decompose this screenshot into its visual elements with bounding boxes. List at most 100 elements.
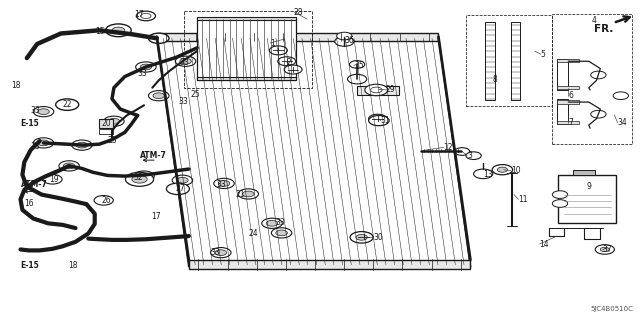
Text: 3: 3 xyxy=(467,151,472,160)
Text: 11: 11 xyxy=(518,195,528,204)
Bar xyxy=(573,170,595,175)
Circle shape xyxy=(33,138,54,148)
Circle shape xyxy=(348,74,367,84)
Text: 5JC4B0510C: 5JC4B0510C xyxy=(591,306,634,312)
Text: 16: 16 xyxy=(24,199,34,208)
Circle shape xyxy=(138,173,150,179)
Circle shape xyxy=(214,178,234,189)
Circle shape xyxy=(175,56,196,66)
Bar xyxy=(99,119,113,128)
Text: 30: 30 xyxy=(373,233,383,242)
Text: 34: 34 xyxy=(618,118,627,127)
Circle shape xyxy=(238,189,259,199)
Text: 19: 19 xyxy=(49,175,59,184)
Text: 33: 33 xyxy=(216,180,226,189)
Polygon shape xyxy=(558,175,616,223)
Text: 5: 5 xyxy=(541,50,546,59)
Text: ATM-7: ATM-7 xyxy=(140,151,166,160)
Text: 33: 33 xyxy=(138,69,147,78)
Text: 20: 20 xyxy=(101,119,111,128)
Circle shape xyxy=(595,245,614,254)
Circle shape xyxy=(552,191,568,198)
Bar xyxy=(197,77,296,80)
Circle shape xyxy=(552,200,568,207)
Polygon shape xyxy=(189,260,470,269)
Text: 7: 7 xyxy=(568,118,573,127)
Circle shape xyxy=(153,93,164,99)
Circle shape xyxy=(215,250,227,256)
Text: E-15: E-15 xyxy=(20,119,39,128)
Circle shape xyxy=(600,247,609,252)
Circle shape xyxy=(136,62,156,72)
Circle shape xyxy=(269,46,287,55)
Text: 37: 37 xyxy=(603,245,612,254)
Polygon shape xyxy=(197,18,296,80)
Bar xyxy=(557,86,579,89)
Circle shape xyxy=(613,92,628,100)
Circle shape xyxy=(108,118,120,124)
Text: 14: 14 xyxy=(540,240,549,249)
Text: ATM-7: ATM-7 xyxy=(20,180,47,189)
Circle shape xyxy=(38,109,49,115)
Bar xyxy=(511,22,520,100)
Circle shape xyxy=(454,148,470,155)
Text: 23: 23 xyxy=(108,137,117,145)
Text: 24: 24 xyxy=(248,229,258,238)
Polygon shape xyxy=(157,37,470,266)
Circle shape xyxy=(38,140,49,146)
Text: 18: 18 xyxy=(68,261,78,270)
Bar xyxy=(557,100,579,104)
Circle shape xyxy=(63,163,75,169)
Text: 33: 33 xyxy=(31,106,40,115)
Circle shape xyxy=(591,71,606,79)
Text: 8: 8 xyxy=(493,75,497,84)
Circle shape xyxy=(148,91,169,101)
Circle shape xyxy=(134,171,154,181)
Circle shape xyxy=(104,116,124,126)
Bar xyxy=(197,17,296,20)
Text: 18: 18 xyxy=(12,81,21,90)
Bar xyxy=(99,129,113,134)
Circle shape xyxy=(466,152,481,160)
Text: 2: 2 xyxy=(287,58,291,67)
Text: 6: 6 xyxy=(568,91,573,100)
Bar xyxy=(557,121,579,124)
Text: 33: 33 xyxy=(179,58,189,67)
Text: 32: 32 xyxy=(134,173,143,182)
Circle shape xyxy=(266,220,278,226)
Text: 25: 25 xyxy=(191,90,200,99)
Polygon shape xyxy=(157,33,438,41)
Text: 29: 29 xyxy=(386,85,396,94)
Text: 36: 36 xyxy=(344,36,354,45)
Circle shape xyxy=(166,183,189,195)
Circle shape xyxy=(492,165,513,175)
Text: 28: 28 xyxy=(293,8,303,17)
Circle shape xyxy=(136,11,156,21)
Text: 13: 13 xyxy=(483,170,493,179)
Bar xyxy=(557,59,579,62)
Text: 17: 17 xyxy=(152,212,161,221)
Circle shape xyxy=(497,167,508,172)
Text: 12: 12 xyxy=(444,143,453,152)
Circle shape xyxy=(243,191,254,197)
Circle shape xyxy=(132,175,147,183)
Circle shape xyxy=(356,234,367,240)
Bar xyxy=(552,14,632,144)
Text: E-15: E-15 xyxy=(20,261,39,270)
Bar xyxy=(466,15,552,106)
Circle shape xyxy=(365,84,388,96)
Text: 33: 33 xyxy=(31,142,40,151)
Circle shape xyxy=(59,161,79,171)
Text: 33: 33 xyxy=(210,248,220,257)
Circle shape xyxy=(76,142,88,148)
Text: 9: 9 xyxy=(586,182,591,191)
Circle shape xyxy=(278,57,296,66)
Text: 10: 10 xyxy=(511,166,520,175)
Text: 31: 31 xyxy=(381,116,390,125)
Text: 22: 22 xyxy=(63,100,72,109)
Text: 4: 4 xyxy=(592,16,597,25)
Circle shape xyxy=(125,172,154,186)
Circle shape xyxy=(33,107,54,117)
Circle shape xyxy=(148,33,169,43)
Circle shape xyxy=(94,196,113,205)
